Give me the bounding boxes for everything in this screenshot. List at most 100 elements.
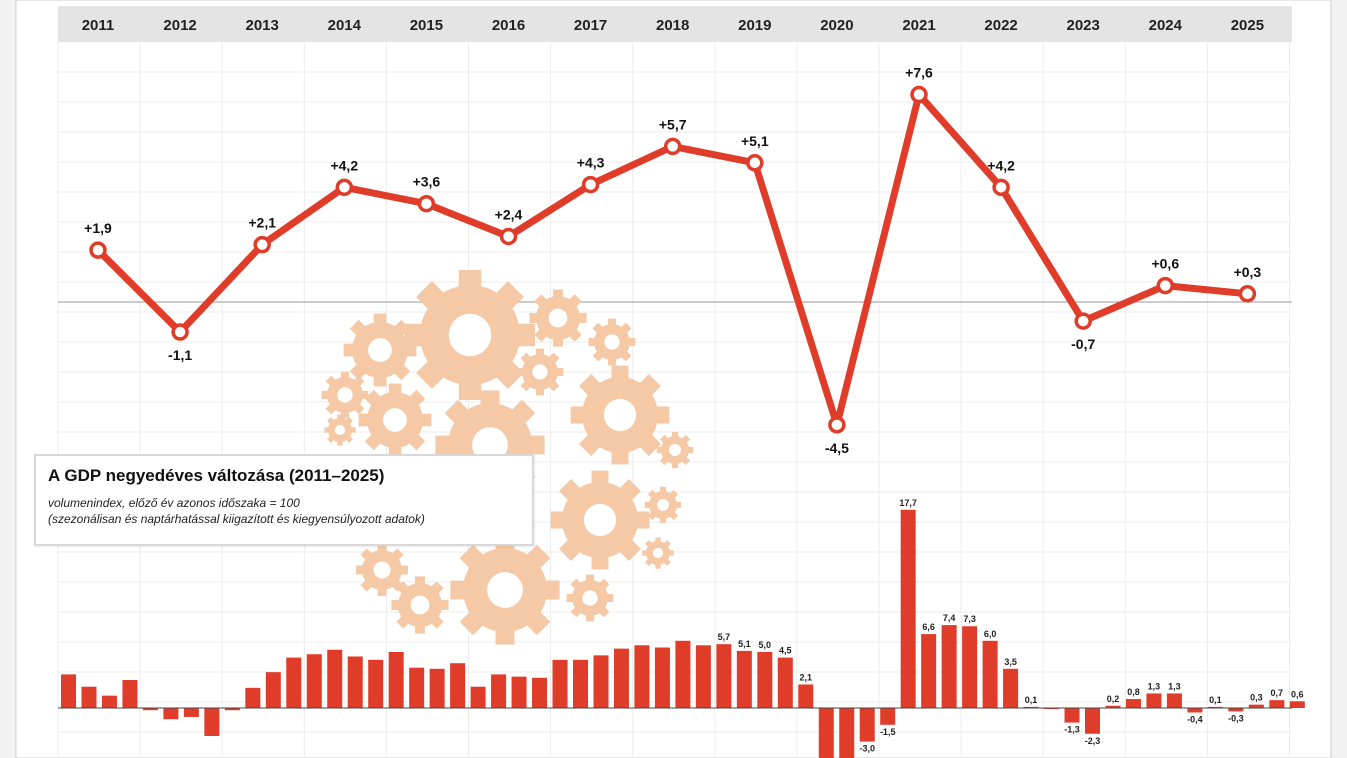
annual-point bbox=[1074, 312, 1092, 330]
annual-point bbox=[417, 194, 436, 213]
annual-point bbox=[910, 85, 928, 104]
quarter-bar bbox=[450, 663, 466, 708]
annual-value-label: +5,1 bbox=[741, 133, 769, 149]
quarter-bar bbox=[1228, 708, 1244, 712]
quarter-bar bbox=[880, 708, 896, 725]
quarter-bar bbox=[1207, 706, 1223, 708]
bar-value-label: 7,4 bbox=[943, 613, 956, 623]
year-label: 2016 bbox=[492, 17, 525, 34]
bar-value-label: 6,6 bbox=[922, 622, 935, 632]
annual-point bbox=[828, 416, 846, 434]
bar-value-label: 0,8 bbox=[1127, 687, 1140, 697]
annual-value-label: -0,7 bbox=[1071, 336, 1095, 352]
quarter-bar bbox=[818, 708, 834, 758]
quarter-bar bbox=[798, 684, 814, 708]
annual-points bbox=[89, 85, 1257, 434]
quarter-bar bbox=[61, 674, 76, 708]
bar-value-label: 1,3 bbox=[1148, 681, 1161, 691]
quarter-bar bbox=[654, 647, 670, 708]
year-label: 2022 bbox=[984, 17, 1017, 34]
quarter-bar bbox=[736, 650, 752, 708]
annual-point bbox=[1238, 285, 1257, 303]
bar-value-labels: 5,7 5,1 5,0 4,5 2,1 -3,0 -1,5 17,7 6,6 7,4 7,3 6,0 3… bbox=[718, 498, 1304, 754]
annual-point bbox=[253, 235, 271, 254]
quarter-bar bbox=[409, 667, 425, 708]
annual-value-label: +0,6 bbox=[1151, 256, 1179, 272]
quarter-bar bbox=[777, 657, 793, 708]
chart-title-box: A GDP negyedéves változása (2011–2025) v… bbox=[34, 454, 534, 546]
quarter-bar bbox=[265, 672, 281, 708]
annual-point bbox=[746, 154, 764, 172]
year-label: 2017 bbox=[574, 17, 607, 34]
annual-value-label: +0,3 bbox=[1234, 264, 1262, 280]
annual-value-labels: +1,9 -1,1 +2,1 +4,2 +3,6 +2,4 +4,3 +5,7 +5,1 -4,5… bbox=[84, 65, 1261, 456]
quarter-bar bbox=[306, 654, 322, 708]
bar-value-label: 3,5 bbox=[1004, 657, 1017, 667]
bar-value-label: 0,2 bbox=[1107, 694, 1120, 704]
annual-value-label: +3,6 bbox=[413, 174, 441, 190]
quarter-bar bbox=[1023, 706, 1039, 708]
bar-value-label: 7,3 bbox=[963, 614, 976, 624]
year-label: 2012 bbox=[163, 17, 196, 34]
year-label: 2011 bbox=[82, 17, 115, 34]
quarter-bar bbox=[675, 640, 691, 708]
annual-value-label: +4,2 bbox=[987, 157, 1015, 173]
quarter-bar bbox=[1187, 708, 1203, 713]
quarter-bar bbox=[839, 708, 855, 758]
quarter-bar bbox=[962, 626, 978, 708]
bar-value-label: 5,1 bbox=[738, 639, 751, 649]
annual-value-label: -4,5 bbox=[825, 440, 849, 456]
annual-point bbox=[499, 227, 518, 246]
quarter-bar bbox=[900, 509, 916, 708]
quarter-bar bbox=[429, 668, 445, 708]
bar-value-label: 0,1 bbox=[1025, 695, 1038, 705]
quarter-bar bbox=[859, 708, 875, 742]
year-label: 2015 bbox=[410, 17, 443, 34]
annual-value-label: +7,6 bbox=[905, 65, 933, 81]
year-label: 2018 bbox=[656, 17, 689, 34]
bar-value-label: -1,5 bbox=[880, 727, 896, 737]
annual-value-label: +4,2 bbox=[330, 157, 358, 173]
quarter-bar bbox=[142, 708, 158, 711]
quarter-bar bbox=[1125, 699, 1141, 708]
annual-point bbox=[335, 178, 354, 197]
chart-subtitle-line-1: volumenindex, előző év azonos időszaka =… bbox=[48, 496, 300, 510]
bar-value-label: 0,7 bbox=[1271, 688, 1284, 698]
annual-value-label: -1,1 bbox=[168, 347, 192, 363]
quarter-bar bbox=[101, 695, 117, 708]
annual-point bbox=[89, 241, 107, 259]
year-header-band bbox=[58, 6, 1292, 42]
annual-point bbox=[992, 178, 1010, 197]
annual-value-label: +1,9 bbox=[84, 220, 112, 236]
annual-point bbox=[663, 137, 682, 156]
bar-value-label: -0,4 bbox=[1187, 714, 1203, 724]
quarter-bar bbox=[1166, 693, 1182, 708]
bar-value-label: 6,0 bbox=[984, 629, 997, 639]
annual-point bbox=[171, 323, 189, 341]
quarter-bar bbox=[716, 644, 732, 708]
year-label: 2025 bbox=[1231, 17, 1264, 34]
bar-value-label: -1,3 bbox=[1064, 725, 1080, 735]
year-label: 2019 bbox=[738, 17, 771, 34]
quarter-bar bbox=[1044, 708, 1060, 710]
quarter-bar bbox=[183, 708, 199, 717]
quarter-bar bbox=[388, 652, 404, 708]
quarter-bar bbox=[122, 680, 138, 708]
quarter-bar bbox=[695, 645, 711, 708]
annual-value-label: +2,4 bbox=[495, 206, 523, 222]
quarter-bar bbox=[757, 652, 773, 708]
chart-subtitle-line-2: (szezonálisan és naptárhatással kiigazít… bbox=[48, 512, 425, 526]
quarter-bar bbox=[1269, 700, 1285, 708]
quarter-bar bbox=[368, 659, 384, 708]
quarter-bar bbox=[1248, 704, 1264, 708]
year-label: 2013 bbox=[246, 17, 279, 34]
bar-value-label: -3,0 bbox=[859, 744, 875, 754]
year-label: 2014 bbox=[328, 17, 362, 34]
year-label: 2023 bbox=[1067, 17, 1100, 34]
quarter-bar bbox=[511, 676, 527, 708]
quarter-bar bbox=[1064, 708, 1080, 723]
quarter-bar bbox=[470, 686, 486, 708]
bar-value-label: 0,6 bbox=[1291, 689, 1304, 699]
quarter-bar bbox=[982, 640, 998, 708]
